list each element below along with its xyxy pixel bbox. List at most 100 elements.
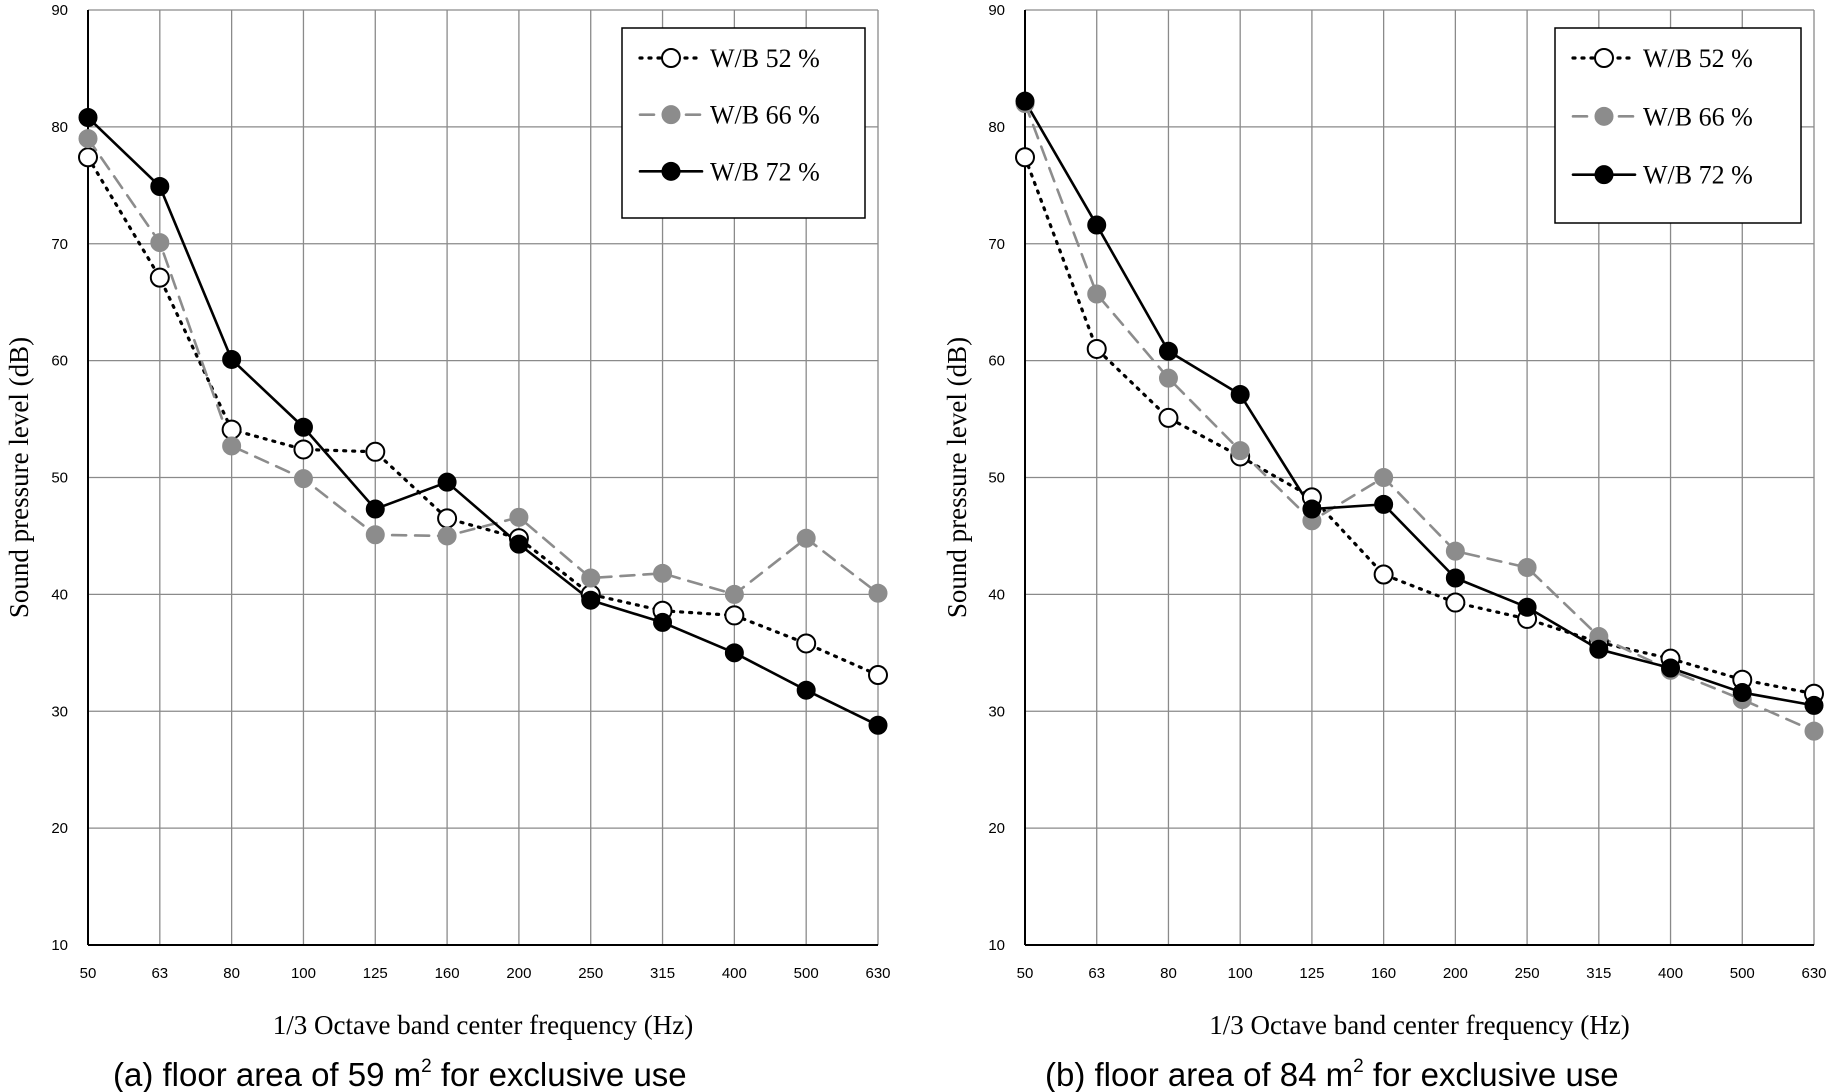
data-point: [293, 469, 313, 489]
legend-label: W/B 66 %: [710, 101, 820, 130]
series-line-w-b-66-: [1023, 102, 1816, 733]
x-tick-label: 125: [1299, 965, 1324, 982]
series-line-w-b-72-: [1023, 99, 1816, 707]
data-point: [365, 441, 386, 462]
data-point: [150, 176, 170, 196]
y-tick-label: 70: [51, 236, 68, 253]
data-point: [1302, 499, 1322, 519]
data-point: [1445, 568, 1465, 588]
data-point: [1015, 147, 1035, 168]
x-tick-label: 200: [506, 965, 531, 982]
y-tick-label: 50: [988, 470, 1005, 487]
series-line-w-b-52-: [1023, 155, 1816, 696]
legend-marker: [661, 105, 681, 125]
data-point: [1517, 597, 1537, 617]
data-point: [1230, 441, 1250, 461]
y-tick-label: 80: [51, 119, 68, 136]
x-axis-title: 1/3 Octave band center frequency (Hz): [1209, 1010, 1630, 1040]
x-tick-label: 100: [1228, 965, 1253, 982]
y-tick-label: 10: [51, 937, 68, 954]
data-point: [221, 419, 242, 440]
series-line-w-b-52-: [86, 155, 880, 677]
x-tick-label: 160: [1371, 965, 1396, 982]
x-tick-label: 400: [722, 965, 747, 982]
data-point: [1661, 658, 1681, 678]
data-point: [1015, 91, 1035, 111]
data-point: [1158, 341, 1178, 361]
data-point: [365, 525, 385, 545]
y-tick-label: 50: [51, 470, 68, 487]
data-point: [365, 499, 385, 519]
data-point: [1517, 557, 1537, 577]
chart-panel-a: 10 20 30 40 50 60 70 80 90 50 63 80 100 125 160 200 250 3…: [4, 2, 891, 1092]
x-tick-label: 200: [1443, 965, 1468, 982]
legend-label: W/B 72 %: [1643, 161, 1753, 190]
chart-panel-b: 10 20 30 40 50 60 70 80 90 50 63 80 100 125 160 200 250 3…: [942, 2, 1827, 1092]
data-point: [1445, 592, 1466, 613]
data-point: [1804, 695, 1824, 715]
x-tick-label: 63: [1088, 965, 1105, 982]
data-point: [653, 612, 673, 632]
data-point: [437, 472, 457, 492]
x-tick-label: 315: [650, 965, 675, 982]
y-axis-title: Sound pressure level (dB): [942, 337, 972, 618]
data-point: [724, 584, 744, 604]
panel-caption: (b) floor area of 84 m2 for exclusive us…: [1045, 1056, 1619, 1092]
series-line-w-b-72-: [86, 116, 880, 727]
x-tick-label: 63: [151, 965, 168, 982]
legend-marker: [1594, 165, 1614, 185]
legend-marker: [1594, 106, 1614, 126]
y-tick-label: 60: [51, 353, 68, 370]
legend-marker: [661, 161, 681, 181]
data-point: [1373, 564, 1394, 585]
y-axis-title: Sound pressure level (dB): [4, 337, 34, 618]
x-tick-label: 100: [291, 965, 316, 982]
data-point: [509, 507, 529, 527]
data-point: [509, 534, 529, 554]
data-point: [437, 508, 458, 529]
legend-marker: [1594, 48, 1614, 68]
data-point: [1087, 215, 1107, 235]
data-point: [581, 590, 601, 610]
data-point: [1230, 385, 1250, 405]
data-point: [1158, 368, 1178, 388]
y-tick-label: 60: [988, 353, 1005, 370]
x-tick-label: 250: [578, 965, 603, 982]
data-point: [78, 108, 98, 128]
data-point: [868, 583, 888, 603]
x-tick-label: 160: [435, 965, 460, 982]
data-point: [149, 267, 170, 288]
x-tick-label: 80: [223, 965, 240, 982]
data-point: [293, 439, 314, 460]
legend-label: W/B 72 %: [710, 157, 820, 186]
data-point: [293, 417, 313, 437]
y-tick-label: 30: [988, 703, 1005, 720]
y-tick-label: 90: [988, 2, 1005, 19]
data-point: [724, 605, 745, 626]
data-point: [1158, 407, 1179, 428]
data-point: [653, 563, 673, 583]
panel-caption: (a) floor area of 59 m2 for exclusive us…: [113, 1056, 687, 1092]
data-point: [1589, 639, 1609, 659]
legend: W/B 52 % W/B 66 % W/B 72 %: [1554, 27, 1802, 224]
data-point: [581, 568, 601, 588]
x-axis-title: 1/3 Octave band center frequency (Hz): [273, 1010, 694, 1040]
legend-marker: [661, 48, 681, 68]
x-tick-label: 630: [865, 965, 890, 982]
data-point: [868, 715, 888, 735]
data-point: [796, 528, 816, 548]
x-tick-label: 50: [80, 965, 97, 982]
data-point: [1374, 468, 1394, 487]
y-tick-label: 20: [51, 820, 68, 837]
x-tick-label: 315: [1586, 965, 1611, 982]
data-point: [78, 129, 98, 149]
y-tick-label: 10: [988, 937, 1005, 954]
data-point: [1445, 541, 1465, 561]
x-tick-label: 250: [1515, 965, 1540, 982]
data-point: [78, 147, 98, 168]
y-tick-label: 40: [51, 586, 68, 603]
data-point: [1374, 494, 1394, 514]
y-tick-label: 20: [988, 820, 1005, 837]
x-tick-label: 500: [794, 965, 819, 982]
y-tick-label: 90: [51, 2, 68, 19]
